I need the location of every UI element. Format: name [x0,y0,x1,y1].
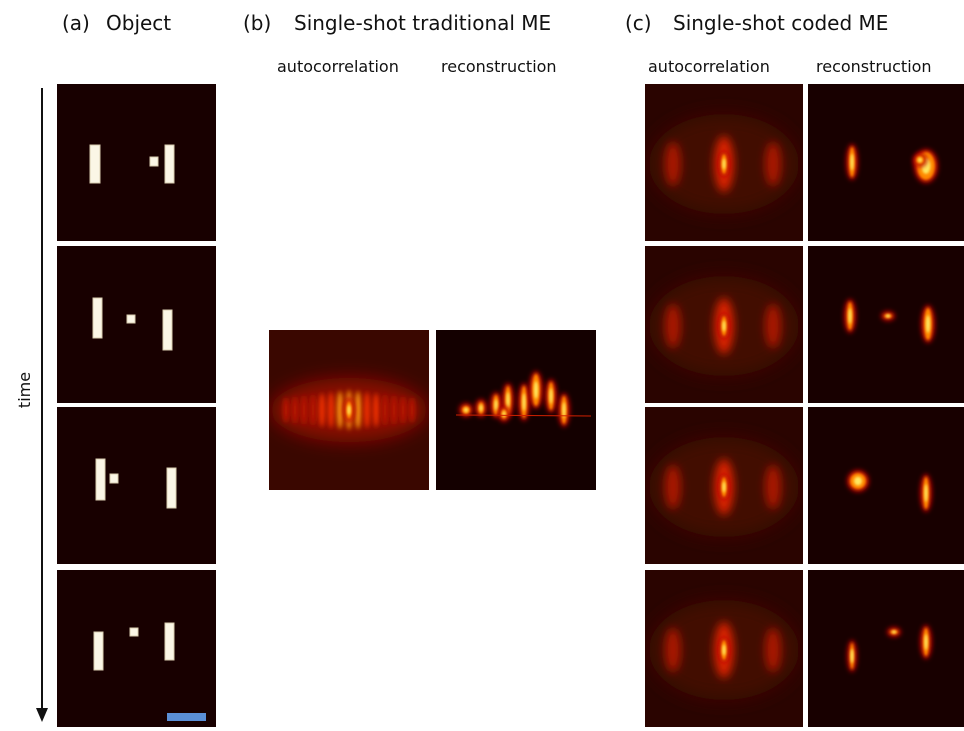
panel-label: (c) [625,11,652,35]
intensity-blob [364,392,370,428]
object-bar [150,157,158,166]
object-bar [127,315,135,323]
intensity-blob [665,142,681,186]
column-label: reconstruction [441,57,557,76]
intensity-blob [507,392,510,407]
panel-label: (b) [243,11,271,35]
intensity-blob [495,400,498,411]
intensity-blob [723,321,726,332]
image-panel [808,246,964,403]
object-bar [130,628,138,636]
intensity-blob [534,381,538,399]
arrow-head [36,708,48,722]
image-panel [57,570,216,727]
image-panel [645,84,803,241]
intensity-blob [925,634,928,649]
intensity-blob [723,159,726,170]
intensity-blob [550,388,553,403]
intensity-blob [765,465,781,509]
intensity-blob [665,465,681,509]
panel-title: Object [106,11,171,35]
intensity-blob [665,628,681,672]
image-background [808,570,964,727]
image-panel [645,407,803,564]
image-background [808,246,964,403]
image-panel [57,84,216,241]
image-panel [57,407,216,564]
image-panel [645,570,803,727]
page: {"panels": [ {"label": "(a)", "title": "… [0,0,964,727]
time-label: time [15,372,34,408]
image-panel [808,407,964,564]
column-label: reconstruction [816,57,932,76]
intensity-blob [765,142,781,186]
intensity-blob [382,394,388,426]
intensity-blob [886,315,890,318]
intensity-blob [283,397,289,423]
image-background [57,246,216,403]
intensity-blob [723,482,726,493]
image-panel [645,246,803,403]
intensity-blob [400,396,406,424]
intensity-blob [355,391,361,429]
intensity-blob [665,304,681,348]
object-bar [110,474,118,483]
intensity-blob [851,649,854,663]
image-panel [808,84,964,241]
figure: (a) Object (b) Single-shot traditional M… [0,0,964,727]
intensity-blob [301,395,307,425]
object-bar [165,145,174,183]
intensity-blob [918,158,922,162]
intensity-blob [337,391,343,429]
image-background [57,84,216,241]
image-background [57,407,216,564]
image-background [808,84,964,241]
intensity-blob [328,392,334,428]
intensity-blob [925,484,928,502]
intensity-blob [854,477,862,486]
object-bar [93,298,102,338]
intensity-blob [503,411,506,417]
image-panel [808,570,964,727]
scale-bar [167,713,206,721]
intensity-blob [523,393,526,411]
intensity-blob [765,304,781,348]
object-bar [167,468,176,508]
intensity-blob [310,394,316,426]
intensity-blob [373,393,379,427]
intensity-blob [723,645,726,656]
intensity-blob [480,405,483,412]
intensity-blob [892,631,896,634]
intensity-blob [348,405,351,415]
object-bar [90,145,100,183]
column-label: autocorrelation [277,57,399,76]
intensity-blob [926,315,930,333]
intensity-blob [851,154,854,171]
image-panel [436,330,596,490]
column-label: autocorrelation [648,57,770,76]
intensity-blob [292,396,298,424]
image-background [808,407,964,564]
image-background [57,570,216,727]
intensity-blob [391,395,397,425]
intensity-blob [464,408,468,412]
image-panel [57,246,216,403]
intensity-blob [765,628,781,672]
image-panel [269,330,429,490]
object-bar [94,632,103,670]
object-bar [96,459,105,500]
panel-title: Single-shot traditional ME [294,11,551,35]
intensity-blob [319,393,325,427]
intensity-blob [409,397,415,423]
panel-label: (a) [62,11,90,35]
intensity-blob [849,308,852,323]
panel-title: Single-shot coded ME [673,11,888,35]
object-bar [165,623,174,660]
object-bar [163,310,172,350]
